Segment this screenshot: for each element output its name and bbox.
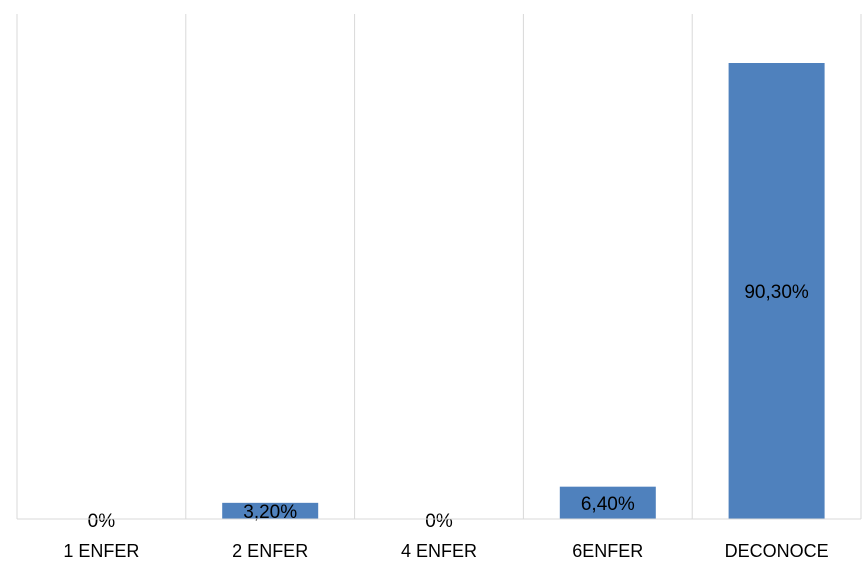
data-label: 0% xyxy=(88,511,116,532)
x-tick-label: DECONOCE xyxy=(725,541,829,561)
bar-deconoce xyxy=(728,63,825,519)
data-label-layer: 0% 3,20% 0% 6,40% 90,30% xyxy=(88,282,809,532)
bar-layer xyxy=(222,63,825,519)
data-label: 90,30% xyxy=(744,282,809,303)
data-label: 6,40% xyxy=(581,494,635,515)
x-tick-label: 2 ENFER xyxy=(232,541,308,561)
bar-2-enfer xyxy=(222,502,319,519)
data-label: 0% xyxy=(425,511,453,532)
bar-6enfer xyxy=(559,486,656,519)
x-tick-label: 6ENFER xyxy=(572,541,643,561)
x-tick-label: 1 ENFER xyxy=(63,541,139,561)
grid-layer xyxy=(16,14,862,519)
x-tick-label: 4 ENFER xyxy=(401,541,477,561)
x-axis: 1 ENFER 2 ENFER 4 ENFER 6ENFER DECONOCE xyxy=(17,518,861,561)
data-label: 3,20% xyxy=(243,502,297,523)
